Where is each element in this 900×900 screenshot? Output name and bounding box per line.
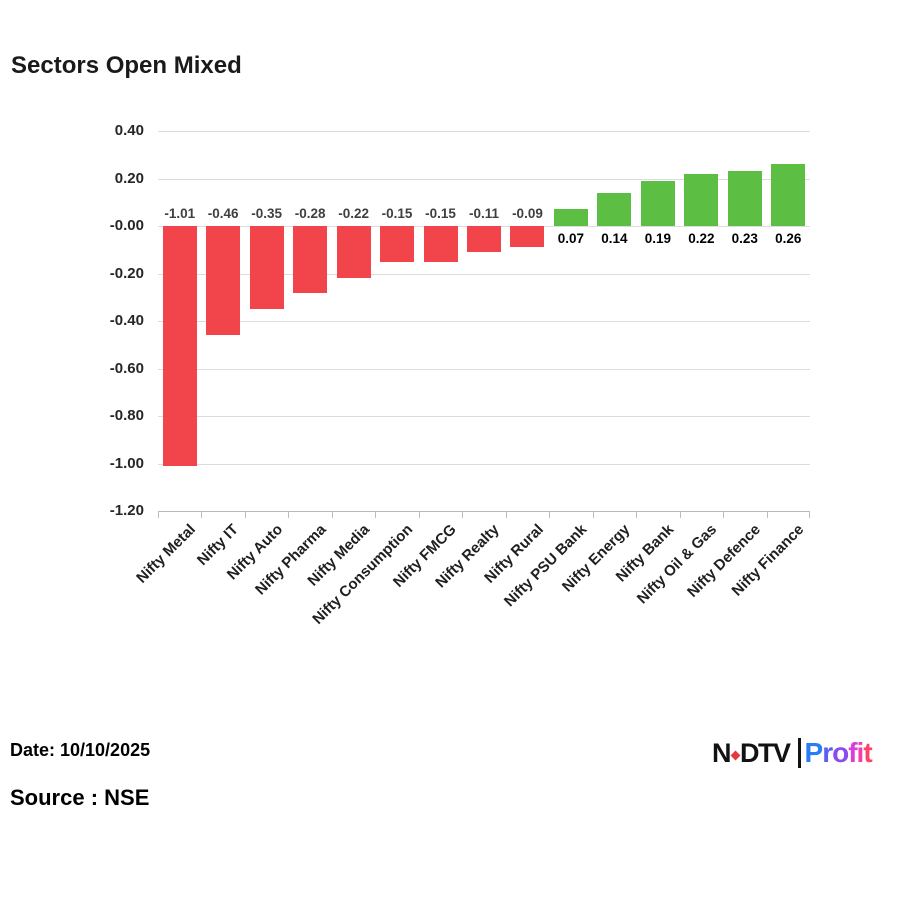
x-axis-tick [244,511,246,518]
x-axis-tick [549,511,551,518]
profit-letter: o [832,737,849,768]
bar [293,226,328,293]
profit-letter: P [804,737,824,768]
bar [249,226,284,310]
bar-value-label: -0.28 [294,206,326,221]
bar [467,226,501,253]
bar-value-label: -0.22 [338,206,369,221]
bar [510,226,545,248]
gridline [158,273,810,275]
x-axis-tick [505,511,507,518]
bar-value-label: 0.26 [775,231,802,246]
ndtv-letters-dtv: DTV [740,737,791,768]
ndtv-logo-text: N DTV [712,737,791,769]
ndtv-red-dot-icon [730,750,741,760]
bar [553,209,588,226]
x-axis-tick [636,511,638,518]
x-axis-tick [679,511,681,518]
bar [206,226,241,336]
bar-value-label: -0.11 [468,206,500,221]
y-tick-label: -0.00 [109,217,144,234]
bar [336,226,371,279]
bar-value-label: 0.22 [688,231,715,246]
bar [771,164,806,226]
gridline [158,321,810,322]
bar-value-label: -0.35 [251,206,283,221]
bar [727,171,762,226]
bar-value-label: -0.15 [381,206,413,221]
ndtv-letter-n: N [712,737,732,768]
x-axis-tick [723,511,725,518]
y-tick-label: -0.80 [109,407,144,424]
bar [380,226,415,262]
x-axis-tick [766,511,768,518]
gridline [158,178,810,180]
source-label: Source : NSE [10,785,150,810]
gridline [158,368,810,370]
date-label: Date: 10/10/2025 [10,740,151,760]
bar [640,180,675,226]
bar-value-label: -0.09 [512,206,543,221]
x-axis-tick [418,511,420,518]
bar-chart-plot-area: 0.40 0.20 -0.00 -0.20 -0.40 -0.60 -0.80 -1.00 -1… [110,122,810,628]
x-axis-tick [375,511,377,518]
bar-value-label: -0.15 [425,206,456,221]
y-tick-label: -0.40 [109,312,144,329]
profit-letter: i [856,737,865,768]
bar [162,226,197,466]
chart-title: Sectors Open Mixed [11,52,242,79]
y-tick-label: -0.60 [109,359,144,377]
x-axis-tick [201,511,203,518]
x-axis-tick [592,511,594,518]
y-tick-label: 0.40 [114,122,144,139]
gridline [158,416,810,417]
profit-letter: r [822,737,833,768]
x-axis-tick [288,511,290,518]
profit-letter: f [848,737,857,768]
y-tick-label: -0.20 [109,264,144,282]
bar-value-label: -1.01 [164,206,196,221]
bar-value-label: -0.46 [207,206,239,221]
profit-letter: t [863,737,872,768]
x-axis-tick [331,511,333,518]
bar [423,226,458,262]
y-tick-label: -1.00 [109,454,144,472]
y-tick-label: 0.20 [114,169,144,187]
bar-value-label: 0.23 [731,231,758,246]
gridline [158,131,810,132]
logo-divider [797,738,801,768]
x-axis-tick [809,511,810,518]
gridline [158,463,810,465]
x-axis-tick [158,511,159,518]
bar-value-label: 0.19 [644,231,671,246]
bar [684,173,719,226]
x-tick-label: Nifty Metal [133,521,199,587]
bar-value-label: 0.07 [557,231,585,246]
y-tick-label: -1.20 [109,502,144,519]
x-axis-tick [462,511,464,518]
bar [597,192,632,226]
bar-value-label: 0.14 [601,231,628,246]
